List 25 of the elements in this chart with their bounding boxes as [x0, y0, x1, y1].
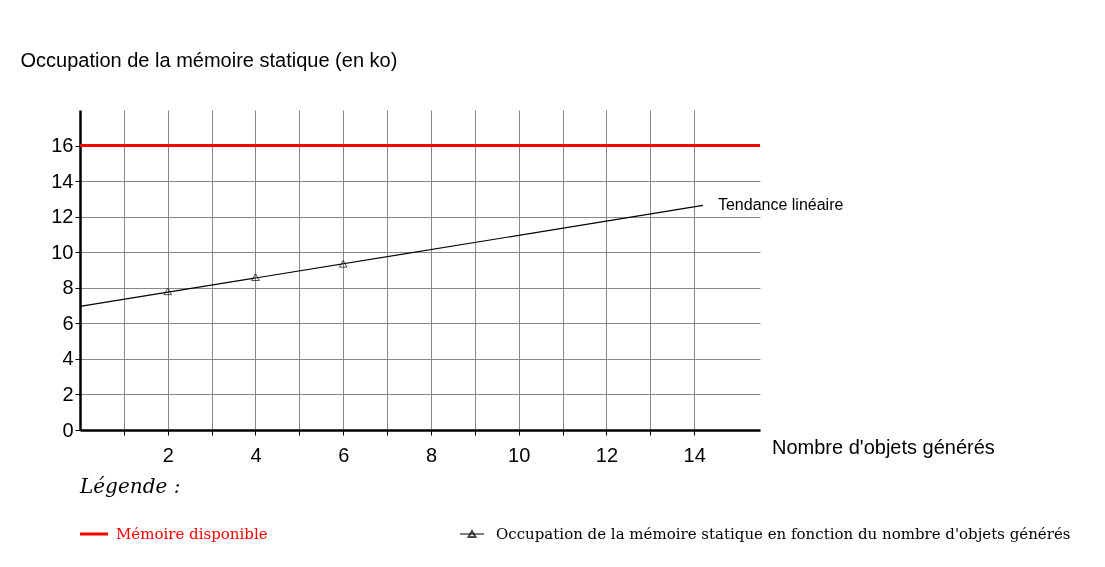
legend-label: Occupation de la mémoire statique en fonction du nombre d'objets générés — [496, 525, 1071, 543]
y-tick-label: 6 — [62, 311, 74, 334]
y-tick-label: 2 — [62, 382, 74, 405]
y-tick-label: 4 — [62, 347, 74, 370]
point — [338, 259, 348, 268]
point — [251, 273, 260, 281]
y-axis-title: Occupation de la mémoire statique (en ko) — [20, 48, 398, 71]
y-tick-label: 14 — [51, 169, 74, 192]
point — [163, 287, 173, 296]
x-tick-label: 14 — [683, 443, 706, 466]
series-label: Tendance linéaire — [717, 196, 844, 214]
y-tick-label: 8 — [62, 276, 74, 299]
y-tick-label: 12 — [51, 205, 74, 228]
x-axis-title: Nombre d'objets générés — [772, 436, 995, 458]
y-tick-label: 0 — [62, 418, 74, 441]
x-tick-label: 4 — [250, 443, 262, 466]
legend-label: Mémoire disponible — [116, 525, 268, 543]
y-tick-label: 10 — [51, 240, 74, 263]
x-tick-label: 8 — [425, 443, 438, 466]
x-tick-label: 10 — [508, 443, 531, 466]
y-tick-label: 16 — [51, 134, 74, 157]
x-tick-label: 12 — [595, 443, 619, 466]
x-tick-label: 6 — [338, 443, 350, 466]
x-tick-label: 2 — [162, 443, 174, 466]
text: Légende : — [79, 474, 181, 498]
